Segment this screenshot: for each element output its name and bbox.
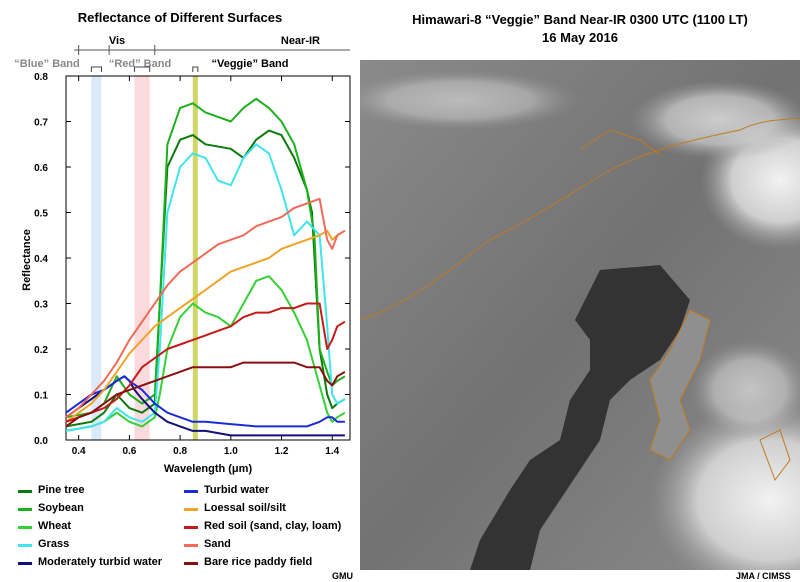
reflectance-chart-panel: Reflectance of Different Surfaces Vis Near…: [0, 0, 360, 582]
series-line: [65, 302, 346, 423]
series-line: [65, 97, 346, 419]
y-tick-label: 0.2: [34, 345, 48, 356]
red-band-shade: [134, 76, 150, 440]
y-tick-label: 0.5: [34, 209, 48, 220]
legend-swatch: [18, 490, 32, 493]
y-tick-label: 0.6: [34, 163, 48, 174]
satellite-title: Himawari-8 “Veggie” Band Near-IR 0300 UT…: [412, 12, 748, 27]
veggie-band-shade: [192, 76, 198, 440]
reflectance-chart: Reflectance of Different Surfaces Vis Near…: [14, 10, 351, 475]
satellite-panel: Himawari-8 “Veggie” Band Near-IR 0300 UT…: [360, 0, 800, 582]
x-tick-label: 0.6: [122, 446, 136, 457]
legend-label: Red soil (sand, clay, loam): [204, 520, 342, 532]
x-tick-label: 1.2: [275, 446, 289, 457]
series-line: [65, 361, 346, 428]
red-band-bracket: [133, 66, 151, 72]
x-tick-label: 1.4: [325, 446, 339, 457]
satellite-credit: JMA / CIMSS: [736, 571, 791, 581]
chart-title: Reflectance of Different Surfaces: [78, 10, 282, 25]
plot-frame: [65, 75, 351, 441]
chart-credit: GMU: [332, 571, 353, 581]
legend-label: Soybean: [38, 502, 84, 514]
legend-label: Sand: [204, 538, 231, 550]
satellite-image: [360, 60, 800, 570]
y-tick-label: 0.0: [34, 436, 48, 447]
legend-swatch: [18, 526, 32, 529]
x-axis-label: Wavelength (μm): [164, 463, 253, 475]
legend-swatch: [184, 544, 198, 547]
series-line: [65, 197, 346, 419]
cloud-northwest: [360, 70, 580, 130]
cloud-north: [630, 80, 800, 160]
x-tick-label: 1.0: [224, 446, 238, 457]
island-outline: [759, 429, 791, 482]
x-tick-label: 0.8: [173, 446, 187, 457]
y-tick-label: 0.1: [34, 391, 48, 402]
legend-swatch: [184, 526, 198, 529]
legend-swatch: [184, 508, 198, 511]
blue-band-shade: [91, 76, 102, 440]
legend-label: Wheat: [38, 520, 71, 532]
legend-swatch: [184, 562, 198, 565]
legend-label: Bare rice paddy field: [204, 556, 313, 568]
blue-band-label: “Blue” Band: [14, 58, 79, 70]
border-line-north: [579, 129, 661, 156]
legend-swatch: [18, 562, 32, 565]
legend-label: Grass: [38, 538, 70, 550]
legend-label: Pine tree: [38, 484, 85, 496]
sea-area: [470, 265, 690, 570]
y-tick-label: 0.4: [34, 254, 48, 265]
y-tick-label: 0.3: [34, 300, 48, 311]
red-band-label: “Red” Band: [109, 58, 171, 70]
veggie-band-bracket: [192, 66, 199, 72]
legend-swatch: [18, 544, 32, 547]
legend-label: Turbid water: [204, 484, 270, 496]
series-line: [65, 229, 346, 423]
cloud-east: [690, 340, 800, 440]
legend-label: Loessal soil/silt: [204, 502, 286, 514]
legend-swatch: [18, 508, 32, 511]
peninsula: [649, 309, 711, 461]
blue-band-bracket: [90, 66, 102, 72]
y-tick-label: 0.7: [34, 118, 48, 129]
border-line: [360, 117, 800, 321]
vis-region-label: Vis: [109, 35, 125, 47]
satellite-date: 16 May 2016: [542, 30, 618, 45]
legend-swatch: [184, 490, 198, 493]
satellite-imagery: [360, 60, 800, 570]
series-line: [65, 375, 345, 428]
series-line: [65, 275, 346, 432]
x-tick-label: 0.4: [72, 446, 86, 457]
cloud-southeast: [650, 400, 800, 570]
chart-legend: Pine tree Soybean Wheat Grass Moderately…: [18, 484, 348, 574]
near-ir-region-label: Near-IR: [281, 35, 320, 47]
y-axis-label: Reflectance: [21, 229, 33, 291]
veggie-band-label: “Veggie” Band: [211, 58, 288, 70]
legend-label: Moderately turbid water: [38, 556, 163, 568]
y-tick-label: 0.8: [34, 72, 48, 83]
